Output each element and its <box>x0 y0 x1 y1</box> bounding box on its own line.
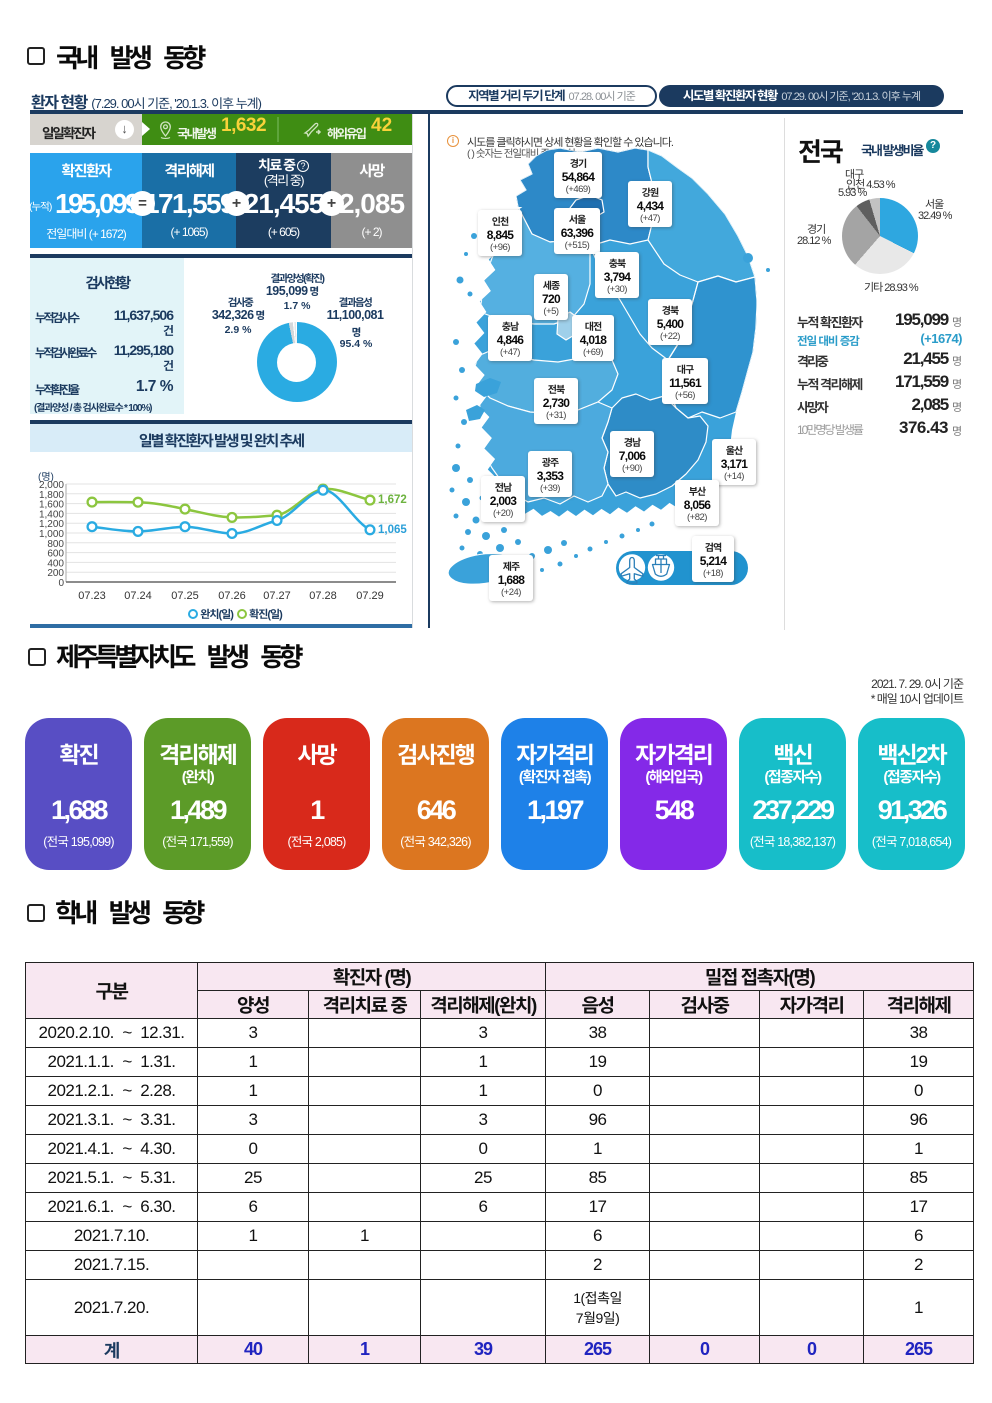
svg-text:1,672: 1,672 <box>378 494 407 506</box>
svg-text:1,065: 1,065 <box>378 524 407 536</box>
svg-text:07.23: 07.23 <box>78 590 106 602</box>
svg-text:1,800: 1,800 <box>39 490 64 501</box>
svg-text:07.29: 07.29 <box>356 590 384 602</box>
svg-text:600: 600 <box>47 549 64 560</box>
svg-text:07.26: 07.26 <box>218 590 246 602</box>
svg-text:1,400: 1,400 <box>39 509 64 520</box>
svg-text:07.25: 07.25 <box>171 590 199 602</box>
svg-text:2,000: 2,000 <box>39 480 64 491</box>
svg-text:1,600: 1,600 <box>39 500 64 511</box>
svg-text:07.27: 07.27 <box>263 590 291 602</box>
svg-text:0: 0 <box>58 578 64 589</box>
svg-text:400: 400 <box>47 558 64 569</box>
svg-text:800: 800 <box>47 539 64 550</box>
svg-text:07.24: 07.24 <box>124 590 152 602</box>
svg-text:200: 200 <box>47 568 64 579</box>
svg-text:1,000: 1,000 <box>39 529 64 540</box>
svg-text:07.28: 07.28 <box>309 590 337 602</box>
svg-text:1,200: 1,200 <box>39 519 64 530</box>
